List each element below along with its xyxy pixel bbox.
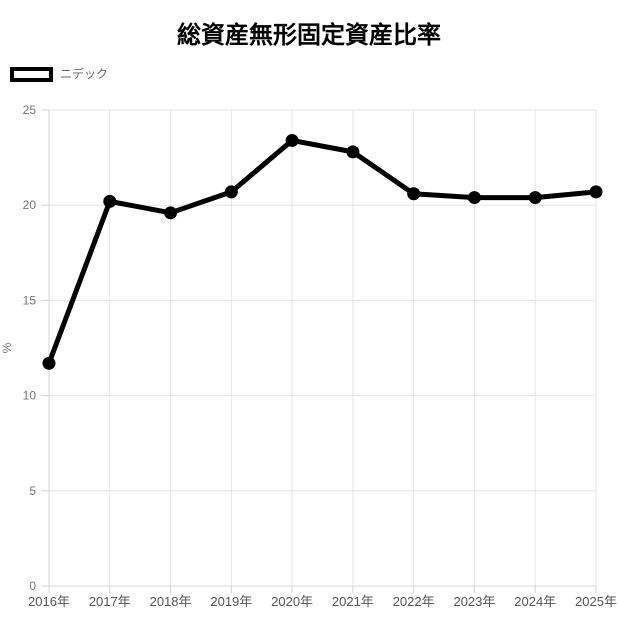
y-tick-label: 25 bbox=[23, 103, 37, 117]
y-tick-label: 15 bbox=[23, 293, 37, 307]
x-tick-label: 2024年 bbox=[514, 594, 556, 609]
data-point bbox=[467, 191, 481, 205]
x-tick-label: 2021年 bbox=[332, 594, 374, 609]
x-tick-label: 2016年 bbox=[28, 594, 70, 609]
legend-label: ニデック bbox=[60, 66, 109, 81]
data-point bbox=[103, 194, 117, 208]
data-point bbox=[42, 356, 56, 370]
y-axis-title: % bbox=[0, 342, 14, 353]
chart-title: 総資産無形固定資産比率 bbox=[177, 22, 441, 49]
legend-item-nidec[interactable]: ニデック bbox=[10, 66, 108, 82]
series-line bbox=[46, 137, 599, 366]
data-point bbox=[407, 187, 421, 201]
data-point bbox=[528, 191, 542, 205]
x-tick-label: 2023年 bbox=[453, 594, 495, 609]
x-tick-label: 2020年 bbox=[271, 594, 313, 609]
y-tick-label: 0 bbox=[29, 579, 36, 593]
x-tick-label: 2017年 bbox=[89, 594, 131, 609]
data-point bbox=[589, 185, 603, 199]
y-tick-label: 10 bbox=[23, 389, 37, 403]
data-point bbox=[346, 145, 360, 159]
x-tick-label: 2025年 bbox=[575, 594, 617, 609]
y-tick-label: 20 bbox=[23, 198, 37, 212]
x-tick-label: 2019年 bbox=[210, 594, 252, 609]
legend-swatch bbox=[10, 66, 53, 82]
data-point bbox=[285, 133, 299, 147]
data-point bbox=[224, 185, 238, 199]
data-point bbox=[164, 206, 178, 220]
x-tick-label: 2018年 bbox=[150, 594, 192, 609]
x-tick-label: 2022年 bbox=[393, 594, 435, 609]
y-tick-label: 5 bbox=[29, 484, 36, 498]
